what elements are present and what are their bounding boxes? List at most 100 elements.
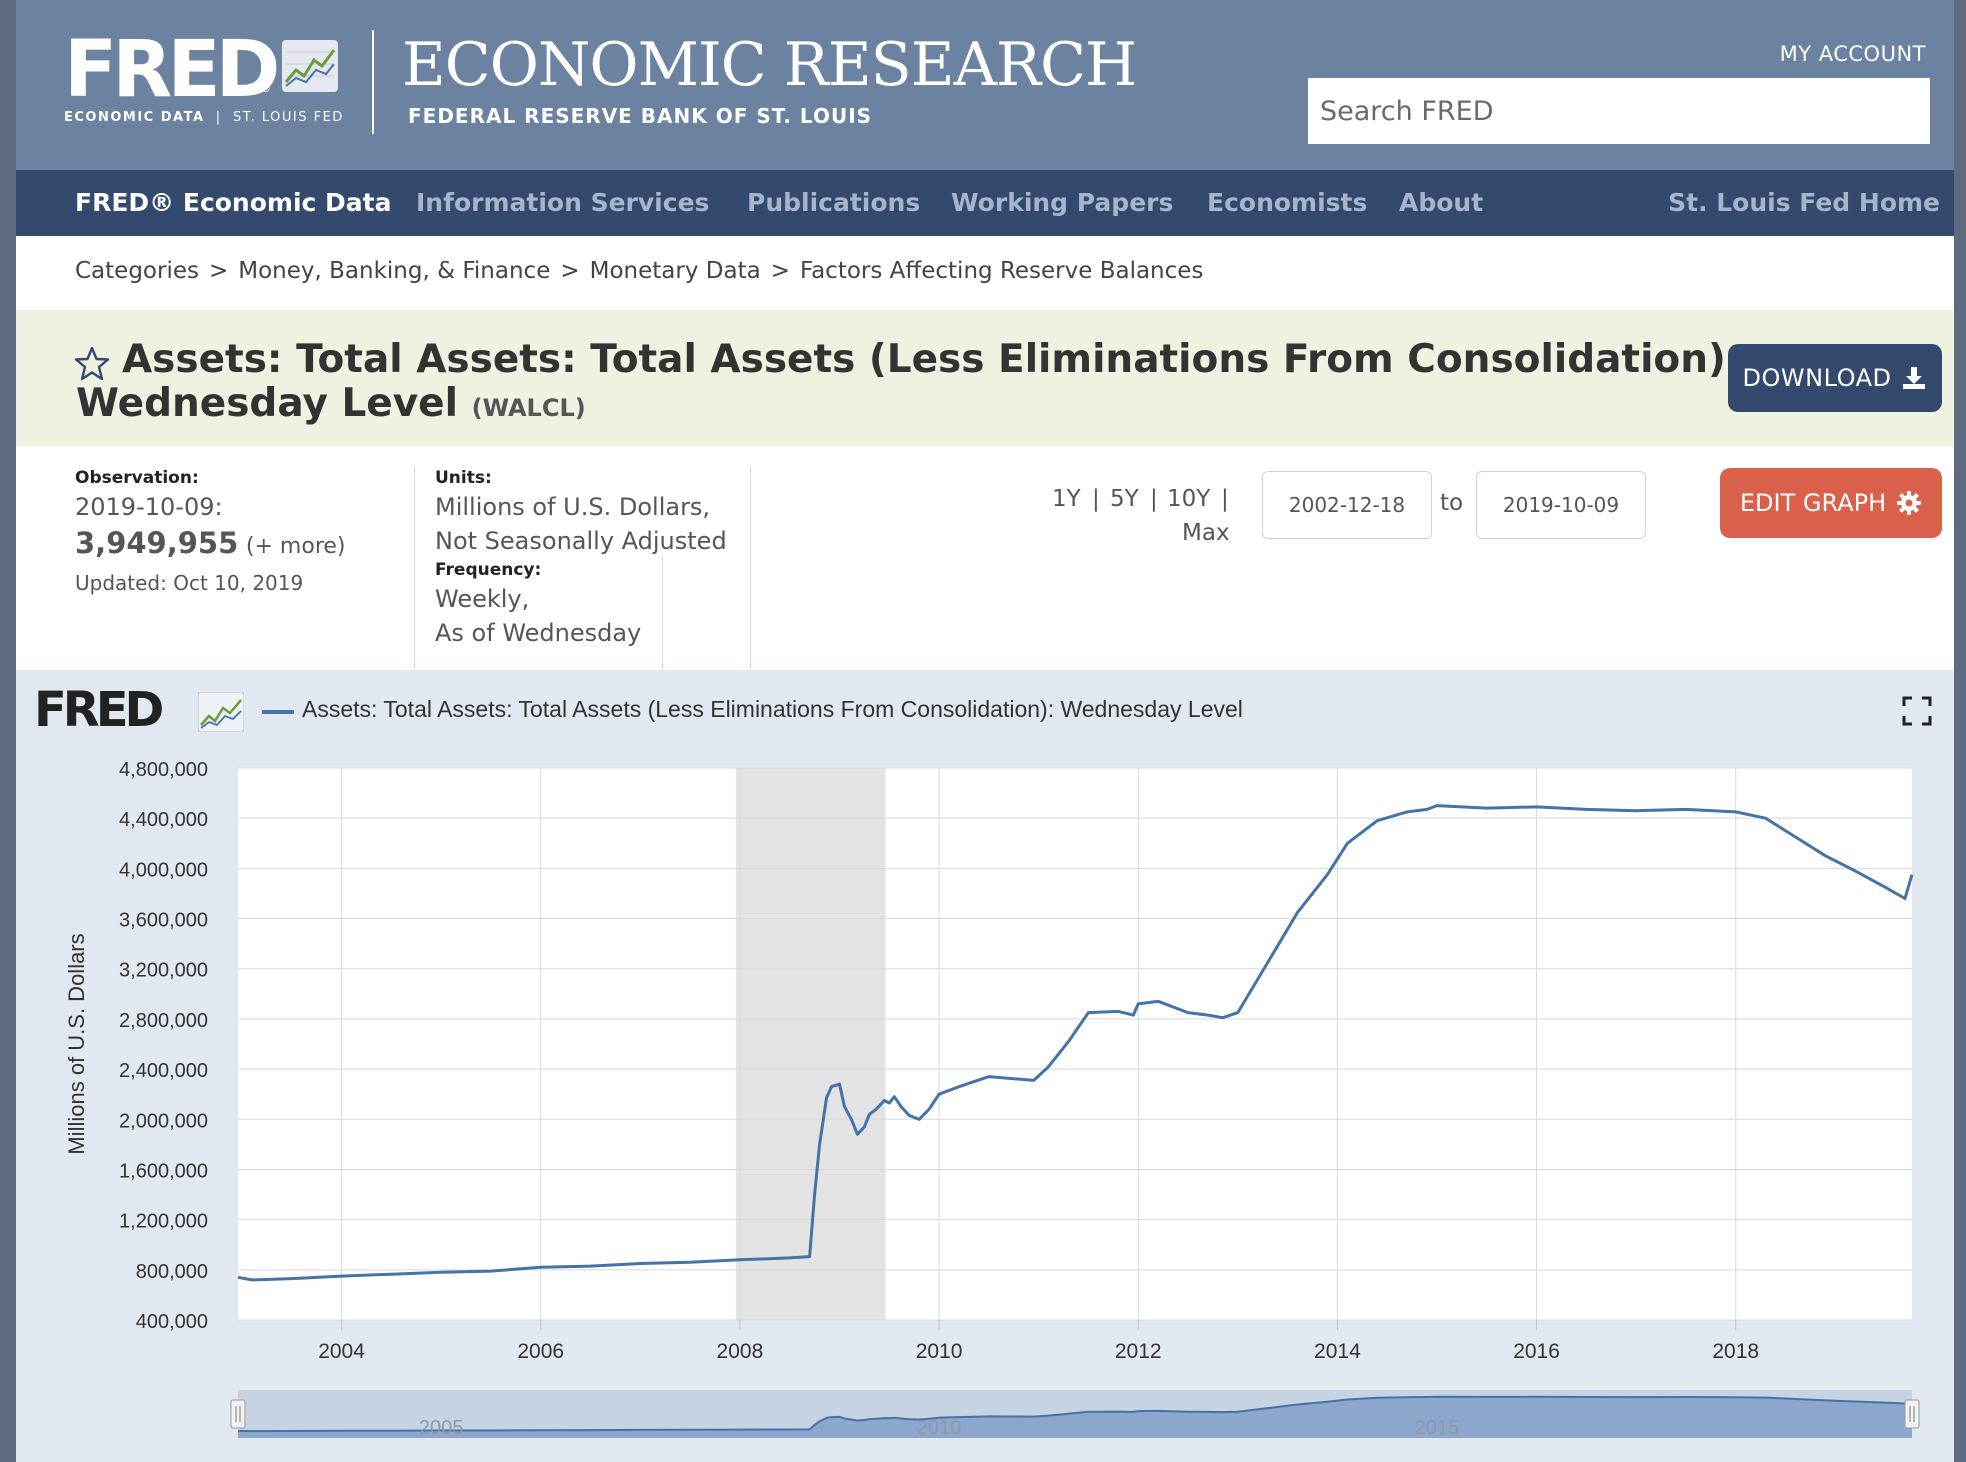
navigator-handle-right[interactable] — [1904, 1399, 1920, 1429]
start-date-input[interactable] — [1262, 471, 1432, 539]
header-divider — [372, 30, 374, 134]
y-tick-label: 3,600,000 — [119, 910, 208, 932]
fred-logo[interactable]: FRED — [64, 25, 280, 115]
x-tick-label: 2010 — [916, 1340, 963, 1363]
graph-logo-chart-icon — [198, 692, 244, 732]
series-line[interactable] — [237, 804, 1914, 1282]
download-label: DOWNLOAD — [1742, 364, 1892, 392]
nav-item-about[interactable]: About — [1399, 188, 1484, 217]
y-tick-label: 800,000 — [136, 1261, 208, 1283]
range-5y[interactable]: 5Y — [1110, 486, 1139, 512]
nav-item-st-louis-fed-home[interactable]: St. Louis Fed Home — [1668, 188, 1940, 217]
nav-item-working-papers[interactable]: Working Papers — [951, 188, 1174, 217]
download-button[interactable]: DOWNLOAD — [1728, 344, 1942, 412]
x-tick-label: 2004 — [318, 1340, 365, 1363]
series-title: Assets: Total Assets: Total Assets (Less… — [76, 337, 1742, 426]
x-tick-label: 2016 — [1513, 1340, 1560, 1363]
range-to-label: to — [1440, 490, 1464, 516]
x-tick-label: 2014 — [1314, 1340, 1361, 1363]
graph-fred-logo: FRED — [34, 682, 164, 738]
range-1y[interactable]: 1Y — [1052, 486, 1081, 512]
y-tick-label: 4,000,000 — [119, 859, 208, 881]
frequency-value-line2: As of Wednesday — [435, 619, 642, 647]
y-tick-label: 1,600,000 — [119, 1160, 208, 1182]
nav-item-information-services[interactable]: Information Services — [416, 188, 710, 217]
y-tick-label: 2,000,000 — [119, 1110, 208, 1132]
window-frame-left — [0, 0, 16, 1462]
observation-value-line: 3,949,955 (+ more) — [75, 526, 346, 564]
frequency-value-line1: Weekly, — [435, 585, 530, 613]
range-max[interactable]: Max — [1182, 520, 1230, 546]
y-tick-label: 1,200,000 — [119, 1211, 208, 1233]
meta-divider — [662, 556, 663, 670]
logo-subtitle: ECONOMIC DATA | ST. LOUIS FED — [64, 110, 344, 125]
x-tick-label: 2006 — [517, 1340, 564, 1363]
observation-label: Observation: — [75, 468, 199, 488]
edit-graph-label: EDIT GRAPH — [1739, 489, 1887, 517]
observation-date: 2019-10-09: — [75, 493, 223, 521]
nav-item-fred-economic-data[interactable]: FRED® Economic Data — [75, 188, 392, 217]
graph-series-title: Assets: Total Assets: Total Assets (Less… — [302, 696, 1243, 722]
range-separator: | — [1092, 486, 1100, 512]
navigator-year-label: 2015 — [1415, 1417, 1460, 1439]
graph-panel: FRED Assets: Total Assets: Total Assets … — [16, 670, 1954, 1462]
breadcrumb-money-banking-finance[interactable]: Money, Banking, & Finance — [238, 258, 551, 284]
series-id: (WALCL) — [471, 394, 586, 422]
breadcrumb-categories[interactable]: Categories — [75, 258, 199, 284]
y-tick-label: 4,800,000 — [119, 759, 208, 781]
edit-graph-button[interactable]: EDIT GRAPH — [1720, 468, 1942, 538]
y-tick-label: 4,400,000 — [119, 809, 208, 831]
navigator-year-label: 2010 — [917, 1417, 962, 1439]
end-date-input[interactable] — [1476, 471, 1646, 539]
nav-item-economists[interactable]: Economists — [1207, 188, 1368, 217]
main-nav: FRED® Economic Data Information Services… — [16, 170, 1954, 236]
my-account-link[interactable]: MY ACCOUNT — [1779, 42, 1926, 66]
legend-series-swatch — [262, 710, 294, 714]
series-title-bar — [16, 310, 1954, 446]
logo-chart-icon — [282, 40, 338, 92]
y-tick-label: 2,400,000 — [119, 1060, 208, 1082]
y-tick-label: 2,800,000 — [119, 1010, 208, 1032]
nav-item-publications[interactable]: Publications — [747, 188, 921, 217]
site-header: FRED ® ECONOMIC DATA | ST. LOUIS FED ECO… — [16, 0, 1954, 170]
registered-mark: ® — [260, 82, 271, 95]
y-tick-label: 3,200,000 — [119, 960, 208, 982]
star-icon[interactable] — [74, 346, 110, 382]
breadcrumb-separator: > — [208, 258, 229, 284]
x-tick-label: 2012 — [1115, 1340, 1162, 1363]
x-tick-label: 2008 — [717, 1340, 764, 1363]
navigator-series-line — [237, 1395, 1913, 1433]
observation-value: 3,949,955 — [75, 526, 239, 560]
search-input[interactable] — [1308, 78, 1930, 144]
more-link[interactable]: (+ more) — [245, 534, 346, 559]
units-label: Units: — [435, 468, 492, 488]
line-chart[interactable]: 400,000 800,000 1,200,000 1,600,000 2,000,00… — [16, 670, 1954, 1462]
navigator-handle-left[interactable] — [230, 1399, 246, 1429]
window-frame-right — [1954, 0, 1966, 1462]
navigator-year-label: 2005 — [419, 1417, 464, 1439]
download-icon — [1903, 367, 1926, 389]
updated-date: Updated: Oct 10, 2019 — [75, 571, 304, 595]
range-separator: | — [1221, 486, 1229, 512]
breadcrumb-separator: > — [770, 258, 790, 284]
site-subtitle: FEDERAL RESERVE BANK OF ST. LOUIS — [408, 104, 873, 128]
navigator-area — [238, 1396, 1912, 1438]
meta-divider — [414, 466, 415, 670]
units-value-line1: Millions of U.S. Dollars, — [435, 493, 711, 521]
breadcrumb-factors-affecting-reserve-balances[interactable]: Factors Affecting Reserve Balances — [799, 258, 1204, 284]
site-title[interactable]: ECONOMIC RESEARCH — [402, 30, 1137, 100]
gear-icon — [1897, 491, 1922, 515]
breadcrumb-monetary-data[interactable]: Monetary Data — [589, 258, 761, 284]
range-10y[interactable]: 10Y — [1167, 486, 1211, 512]
plot-background — [238, 768, 1912, 1320]
y-tick-label: 400,000 — [136, 1311, 208, 1333]
breadcrumb-separator: > — [560, 258, 580, 284]
range-separator: | — [1150, 486, 1158, 512]
x-tick-label: 2018 — [1712, 1340, 1759, 1363]
page: FRED ® ECONOMIC DATA | ST. LOUIS FED ECO… — [16, 0, 1954, 1462]
fullscreen-icon[interactable] — [1902, 696, 1932, 726]
breadcrumb: Categories > Money, Banking, & Finance > Mon… — [75, 258, 1203, 284]
frequency-label: Frequency: — [435, 560, 542, 580]
y-axis-label: Millions of U.S. Dollars — [64, 933, 89, 1154]
meta-divider — [750, 466, 751, 670]
